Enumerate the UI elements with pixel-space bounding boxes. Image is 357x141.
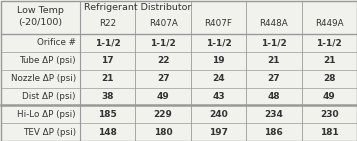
Text: 21: 21 [101,74,114,83]
Text: R407A: R407A [149,19,177,28]
Text: Hi-Lo ΔP (psi): Hi-Lo ΔP (psi) [17,110,76,119]
Text: 185: 185 [98,110,117,119]
Text: R448A: R448A [260,19,288,28]
Text: 197: 197 [209,128,228,137]
Text: Tube ΔP (psi): Tube ΔP (psi) [19,56,76,65]
Text: 49: 49 [157,92,170,101]
Text: 27: 27 [157,74,170,83]
Text: 28: 28 [323,74,336,83]
Text: 180: 180 [154,128,172,137]
Text: 21: 21 [268,56,280,65]
Text: 48: 48 [268,92,280,101]
Text: 43: 43 [212,92,225,101]
Text: 24: 24 [212,74,225,83]
Text: Orifice #: Orifice # [37,38,76,47]
Text: 22: 22 [157,56,169,65]
Text: TEV ΔP (psi): TEV ΔP (psi) [23,128,76,137]
Text: 1-1/2: 1-1/2 [316,38,342,47]
Text: R449A: R449A [315,19,343,28]
Text: R407F: R407F [205,19,232,28]
Text: 230: 230 [320,110,338,119]
Text: 148: 148 [98,128,117,137]
Text: 240: 240 [209,110,228,119]
Text: 49: 49 [323,92,336,101]
Text: 234: 234 [265,110,283,119]
Text: 1-1/2: 1-1/2 [206,38,231,47]
Text: 38: 38 [101,92,114,101]
Text: (-20/100): (-20/100) [18,18,62,27]
Text: Refrigerant Distributor: Refrigerant Distributor [84,3,191,12]
Text: Dist ΔP (psi): Dist ΔP (psi) [22,92,76,101]
Text: 186: 186 [265,128,283,137]
Text: 1-1/2: 1-1/2 [261,38,287,47]
Text: Nozzle ΔP (psi): Nozzle ΔP (psi) [11,74,76,83]
Text: 21: 21 [323,56,336,65]
Text: 181: 181 [320,128,339,137]
Text: R22: R22 [99,19,116,28]
Text: 19: 19 [212,56,225,65]
Text: 1-1/2: 1-1/2 [150,38,176,47]
Text: 17: 17 [101,56,114,65]
Text: 229: 229 [154,110,172,119]
Text: Low Temp: Low Temp [16,6,64,15]
Text: 1-1/2: 1-1/2 [95,38,121,47]
Text: 27: 27 [268,74,280,83]
